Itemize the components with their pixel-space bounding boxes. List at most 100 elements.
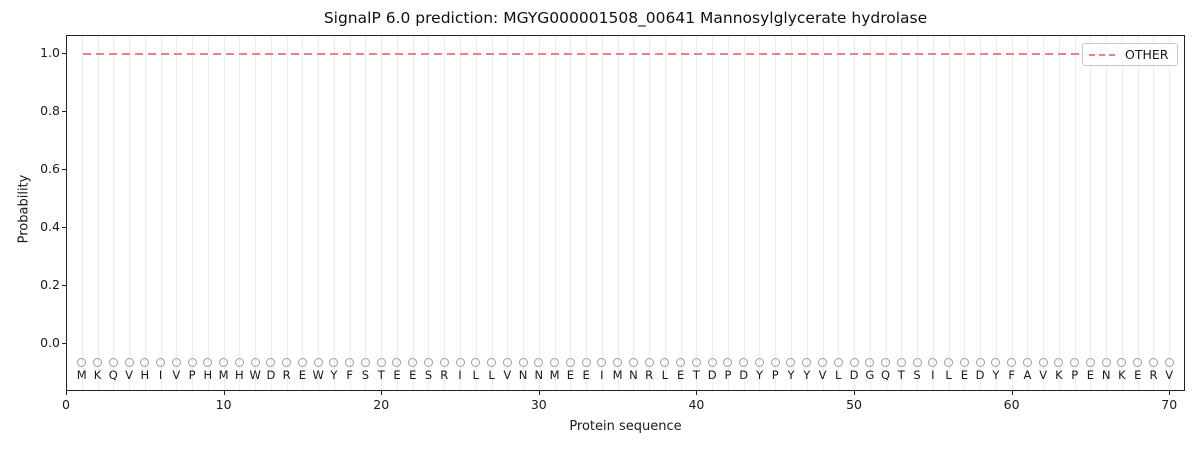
y-tick-label: 0.4 (40, 219, 60, 234)
residue-marker-circle (1148, 357, 1158, 367)
residue-letter: P (724, 368, 732, 382)
grid-line (223, 36, 225, 390)
x-axis-label: Protein sequence (569, 419, 682, 434)
residue-marker-circle (502, 357, 512, 367)
grid-line (192, 36, 194, 390)
residue-letter: H (203, 368, 213, 382)
grid-line (365, 36, 367, 390)
residue-marker-circle (1007, 357, 1017, 367)
grid-line (538, 36, 540, 390)
residue-letter: I (600, 368, 604, 382)
residue-letter: N (534, 368, 544, 382)
residue-letter: K (93, 368, 102, 382)
grid-line (475, 36, 477, 390)
residue-letter: D (266, 368, 276, 382)
residue-letter: P (1071, 368, 1079, 382)
grid-line (444, 36, 446, 390)
y-tick-label: 0.8 (40, 103, 60, 118)
residue-letter: R (645, 368, 654, 382)
grid-line (239, 36, 241, 390)
y-tick-label: 0.0 (40, 335, 60, 350)
grid-line (160, 36, 162, 390)
residue-marker-circle (991, 357, 1001, 367)
residue-letter: K (1118, 368, 1126, 382)
residue-letter: M (76, 368, 87, 382)
residue-marker-circle (345, 357, 355, 367)
residue-letter: D (739, 368, 749, 382)
residue-letter: I (931, 368, 935, 382)
residue-marker-circle (187, 357, 197, 367)
x-tick-mark (538, 391, 540, 395)
other-probability-line (82, 53, 1171, 55)
y-tick-mark (62, 227, 66, 228)
residue-letter: P (188, 368, 196, 382)
grid-line (255, 36, 257, 390)
residue-marker-circle (865, 357, 875, 367)
residue-letter: Q (108, 368, 118, 382)
grid-line (1074, 36, 1076, 390)
residue-letter: Y (992, 368, 1000, 382)
y-tick-mark (62, 169, 66, 170)
grid-line (838, 36, 840, 390)
residue-marker-circle (455, 357, 465, 367)
grid-line (270, 36, 272, 390)
residue-letter: S (424, 368, 433, 382)
residue-marker-circle (676, 357, 686, 367)
residue-letter: T (897, 368, 905, 382)
residue-letter: I (158, 368, 163, 382)
residue-marker-circle (1133, 357, 1143, 367)
grid-line (680, 36, 682, 390)
grid-line (775, 36, 777, 390)
residue-letter: I (458, 368, 462, 382)
x-tick-label: 40 (688, 397, 705, 412)
residue-marker-circle (392, 357, 402, 367)
grid-line (1090, 36, 1092, 390)
grid-line (712, 36, 714, 390)
x-tick-mark (696, 391, 698, 395)
residue-marker-circle (833, 357, 843, 367)
residue-letter: W (312, 368, 324, 382)
x-tick-label: 50 (846, 397, 862, 412)
grid-line (948, 36, 950, 390)
residue-marker-circle (754, 357, 764, 367)
residue-marker-circle (93, 357, 103, 367)
residue-letter: D (707, 368, 717, 382)
grid-line (507, 36, 509, 390)
grid-line (81, 36, 83, 390)
residue-marker-circle (297, 357, 307, 367)
residue-letter: S (913, 368, 921, 382)
residue-marker-circle (944, 357, 954, 367)
grid-line (649, 36, 651, 390)
grid-line (869, 36, 871, 390)
grid-line (617, 36, 619, 390)
grid-line (885, 36, 887, 390)
residue-marker-circle (250, 357, 260, 367)
residue-letter: E (677, 368, 685, 382)
residue-letter: N (518, 368, 528, 382)
residue-marker-circle (928, 357, 938, 367)
residue-marker-circle (1164, 357, 1174, 367)
residue-letter: E (566, 368, 574, 382)
grid-line (901, 36, 903, 390)
residue-letter: V (1165, 368, 1174, 382)
grid-line (207, 36, 209, 390)
residue-marker-circle (471, 357, 481, 367)
residue-letter: Y (803, 368, 811, 382)
y-tick-mark (62, 111, 66, 112)
residue-letter: T (692, 368, 700, 382)
residue-marker-circle (896, 357, 906, 367)
grid-line (523, 36, 525, 390)
residue-marker-circle (1054, 357, 1064, 367)
grid-line (1043, 36, 1045, 390)
grid-line (302, 36, 304, 390)
residue-letter: A (1023, 368, 1032, 382)
grid-line (601, 36, 603, 390)
x-tick-mark (66, 391, 67, 395)
chart-title: SignalP 6.0 prediction: MGYG000001508_00… (323, 9, 928, 27)
x-tick-label: 30 (530, 397, 547, 412)
residue-letter: F (1008, 368, 1015, 382)
grid-line (129, 36, 131, 390)
grid-line (428, 36, 430, 390)
plot-area (66, 35, 1185, 391)
residue-marker-circle (1070, 357, 1080, 367)
